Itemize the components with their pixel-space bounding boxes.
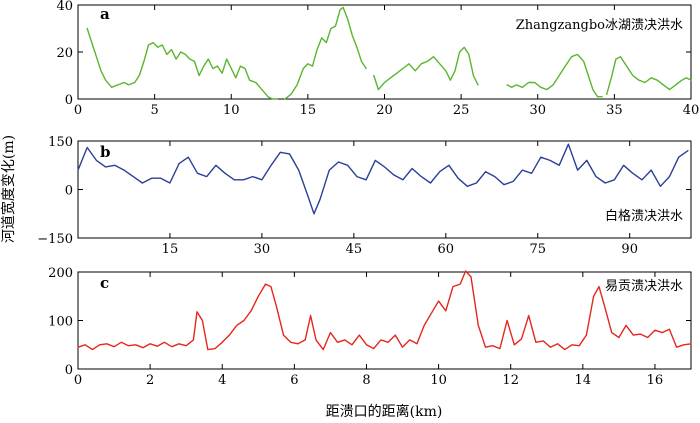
chart-2-xtick-label: 8: [362, 373, 370, 388]
chart-2-xtick-label: 6: [290, 373, 298, 388]
chart-1-xtick-label: 15: [162, 242, 179, 257]
chart-2-xtick-label: 2: [146, 373, 154, 388]
chart-1-ytick-label: 0: [65, 184, 73, 199]
chart-0-series-segment: [373, 46, 479, 91]
chart-0-series-segment: [284, 6, 367, 100]
chart-2-ytick-label: 200: [48, 266, 73, 281]
chart-0-series-segment: [506, 53, 603, 98]
chart-0-xtick-label: 10: [223, 103, 240, 118]
chart-1-ytick-label: −150: [37, 232, 73, 247]
chart-1-panel-letter: b: [100, 143, 111, 161]
chart-2-series-segment: [77, 270, 692, 351]
chart-0-series-segment: [606, 56, 692, 95]
chart-2-title: 易贡溃决洪水: [605, 279, 683, 294]
chart-2-panel-letter: c: [100, 274, 109, 292]
y-axis-label: 河道宽度变化(m): [0, 135, 17, 243]
chart-0-xtick-label: 15: [300, 103, 317, 118]
chart-2-xtick-label: 4: [218, 373, 226, 388]
chart-2-xtick-label: 10: [430, 373, 447, 388]
chart-0-xtick-label: 0: [74, 103, 82, 118]
chart-1-xtick-label: 90: [621, 242, 638, 257]
chart-2-xtick-label: 12: [502, 373, 519, 388]
chart-2-xtick-label: 16: [647, 373, 664, 388]
chart-0-ytick-label: 40: [56, 0, 73, 14]
chart-0-ytick-label: 20: [56, 46, 73, 61]
chart-1-xtick-label: 75: [529, 242, 546, 257]
chart-0-xtick-label: 35: [606, 103, 623, 118]
chart-2-ytick-label: 0: [65, 363, 73, 378]
chart-1-xtick-label: 30: [254, 242, 271, 257]
chart-0-series-segment: [86, 27, 278, 100]
chart-2-xtick-label: 14: [575, 373, 592, 388]
chart-1-xtick-label: 45: [346, 242, 363, 257]
chart-0-xtick-label: 5: [150, 103, 158, 118]
chart-0-ytick-label: 0: [65, 93, 73, 108]
chart-0-panel-letter: a: [100, 5, 110, 23]
chart-0-xtick-label: 25: [453, 103, 470, 118]
chart-0-xtick-label: 40: [683, 103, 700, 118]
chart-2-ytick-label: 100: [48, 315, 73, 330]
chart-1-title: 白格溃决洪水: [605, 208, 683, 224]
chart-1-frame: [77, 140, 692, 239]
chart-0-title: Zhangzangbo冰湖溃决洪水: [516, 18, 683, 33]
chart-1-series-segment: [77, 143, 689, 215]
chart-0-xtick-label: 30: [529, 103, 546, 118]
x-axis-label: 距溃口的距离(km): [326, 403, 443, 420]
chart-1-xtick-label: 60: [438, 242, 455, 257]
chart-2-xtick-label: 0: [74, 373, 82, 388]
chart-0-xtick-label: 20: [376, 103, 393, 118]
chart-1-ytick-label: 150: [48, 135, 73, 150]
